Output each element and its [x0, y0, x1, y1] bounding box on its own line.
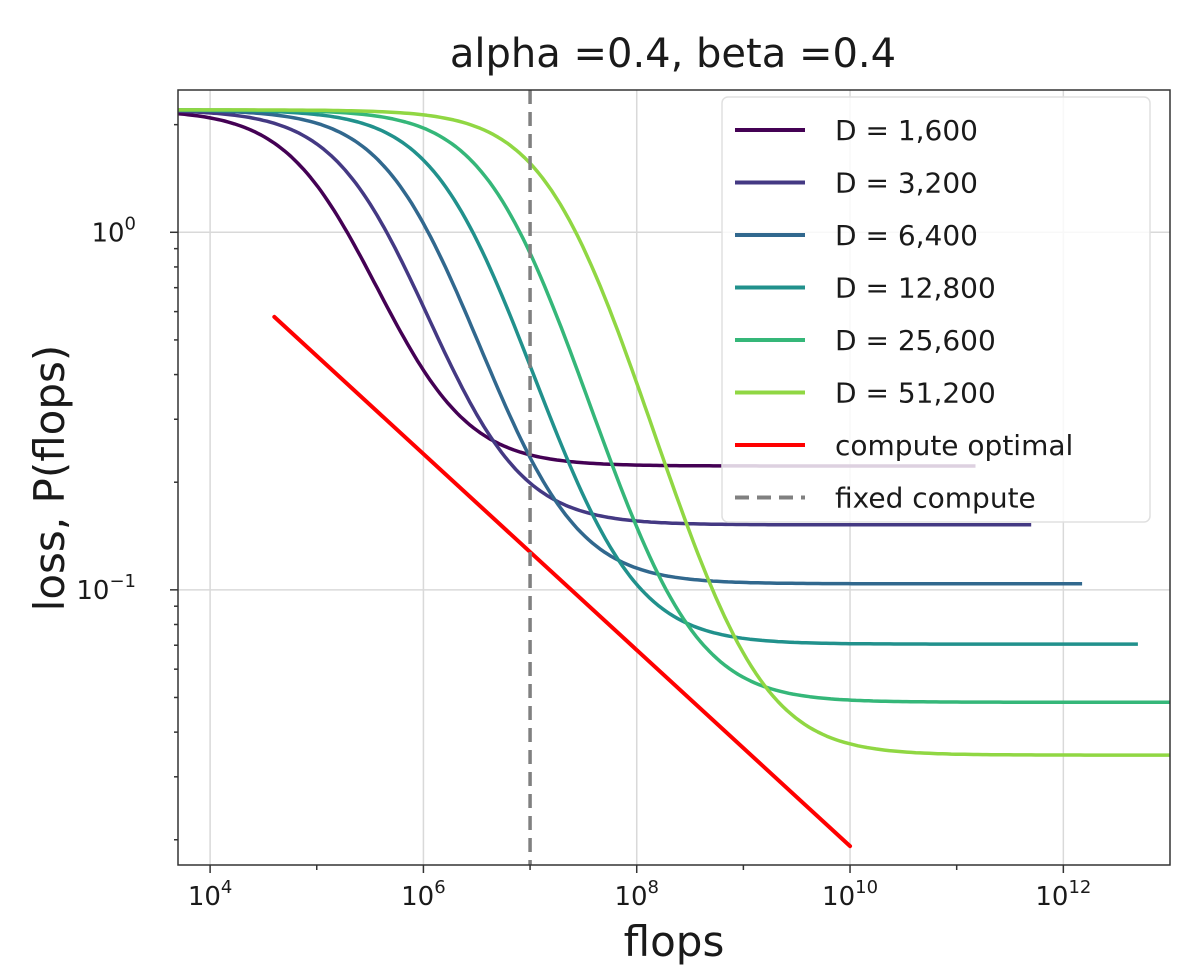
- legend-label-d-6-400: D = 6,400: [835, 219, 978, 252]
- legend-label-d-12-800: D = 12,800: [835, 272, 996, 305]
- legend-label-fixed-compute: fixed compute: [835, 482, 1036, 515]
- plot-frame: [177, 89, 1171, 866]
- legend-label-d-51-200: D = 51,200: [835, 377, 996, 410]
- x-tick-label: 104: [188, 877, 233, 912]
- series-line-d-6-400: [178, 108, 1083, 586]
- legend-label-d-3-200: D = 3,200: [835, 167, 978, 200]
- x-axis-ticks: 104 106 108 1010 1012: [188, 865, 1091, 912]
- x-tick-label: 1012: [1035, 877, 1091, 912]
- series-line-compute-optimal: [272, 314, 853, 849]
- plot-area: [177, 90, 1171, 865]
- series-line-d-3-200: [177, 109, 1032, 527]
- y-tick-label: 100: [91, 213, 136, 248]
- series-line-d-51-200: [178, 108, 1171, 757]
- y-tick-label: 10−1: [76, 571, 136, 606]
- legend-box: [721, 96, 1151, 523]
- x-tick-label: 108: [614, 877, 659, 912]
- x-axis-label: flops: [624, 917, 725, 966]
- y-axis-ticks: 100 10−1: [76, 123, 178, 841]
- x-tick-label: 1010: [822, 877, 878, 912]
- y-axis-label: loss, P(flops): [25, 345, 74, 612]
- legend-label-d-25-600: D = 25,600: [835, 324, 996, 357]
- chart-title: alpha =0.4, beta =0.4: [450, 31, 896, 77]
- legend-label-compute-optimal: compute optimal: [835, 429, 1073, 462]
- series-line-d-12-800: [178, 108, 1138, 646]
- series-line-d-25-600: [178, 108, 1170, 704]
- legend-label-d-1-600: D = 1,600: [835, 114, 978, 147]
- x-tick-label: 106: [401, 877, 446, 912]
- legend: D = 1,600 D = 3,200 D = 6,400 D = 12,800 D =…: [721, 96, 1151, 523]
